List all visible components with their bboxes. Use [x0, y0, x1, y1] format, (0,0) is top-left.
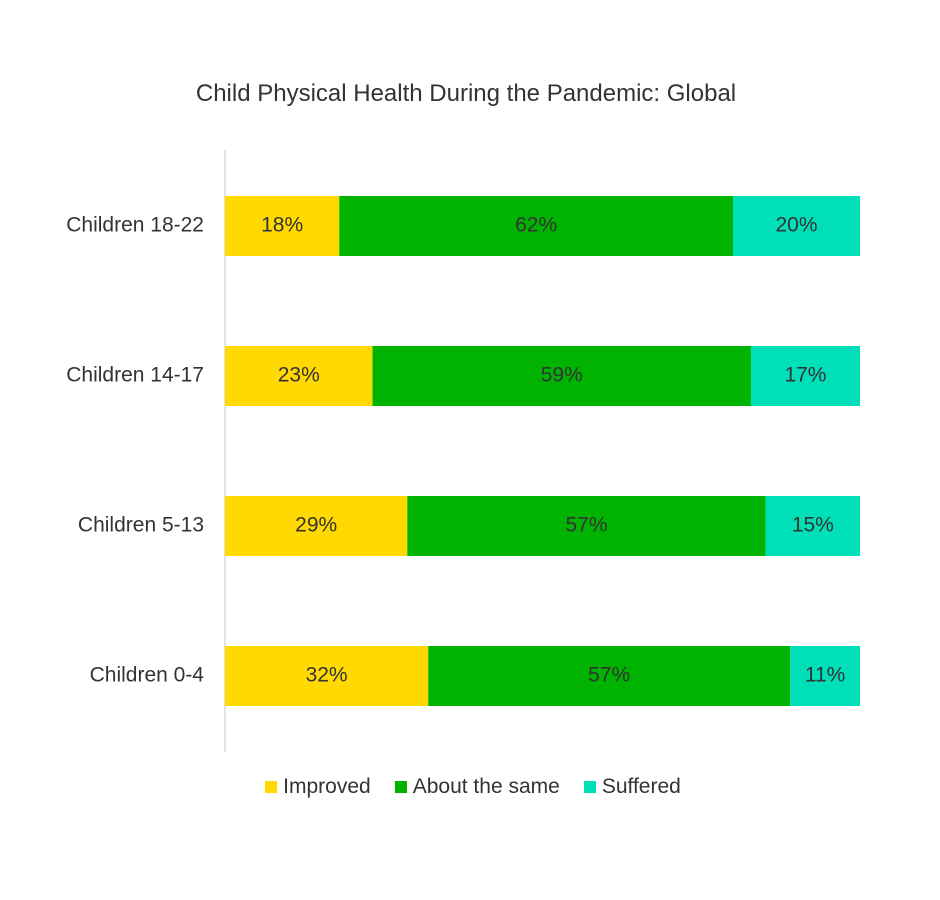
bar-segment-improved	[225, 196, 340, 256]
category-label: Children 0-4	[90, 664, 205, 687]
bar-segment-improved	[225, 496, 408, 556]
data-label: 29%	[295, 514, 337, 537]
legend-label: About the same	[412, 775, 560, 798]
data-label: 32%	[306, 664, 348, 687]
data-label: 57%	[565, 514, 607, 537]
bar-segment-improved	[225, 646, 429, 706]
data-label: 57%	[588, 664, 630, 687]
category-label: Children 18-22	[66, 214, 204, 237]
legend-swatch	[583, 781, 596, 793]
data-label: 11%	[805, 664, 845, 687]
bar-segment-suffered	[750, 346, 860, 406]
legend-swatch	[265, 781, 278, 793]
data-label: 15%	[792, 514, 834, 537]
legend-item: About the same	[394, 775, 560, 799]
bar-segment-suffered	[733, 196, 860, 256]
category-label: Children 14-17	[66, 364, 204, 387]
bar-segment-about-the-same	[339, 196, 733, 256]
legend-item: Suffered	[583, 775, 681, 799]
data-label: 17%	[784, 364, 826, 387]
legend-label: Improved	[283, 775, 371, 798]
bar-segment-about-the-same	[407, 496, 766, 556]
legend: Improved About the same Suffered	[0, 775, 940, 799]
bar-segment-suffered	[765, 496, 860, 556]
data-label: 18%	[261, 214, 303, 237]
bar-segment-about-the-same	[428, 646, 791, 706]
bar-segment-about-the-same	[372, 346, 751, 406]
legend-item: Improved	[265, 775, 371, 799]
category-label: Children 5-13	[78, 514, 204, 537]
bar-segment-improved	[225, 346, 373, 406]
data-label: 59%	[541, 364, 583, 387]
chart-title: Child Physical Health During the Pandemi…	[195, 80, 737, 107]
data-label: 23%	[278, 364, 320, 387]
legend-swatch	[394, 781, 407, 793]
bar-segment-suffered	[790, 646, 860, 706]
data-label: 20%	[775, 214, 817, 237]
data-label: 62%	[515, 214, 557, 237]
legend-label: Suffered	[601, 775, 681, 798]
